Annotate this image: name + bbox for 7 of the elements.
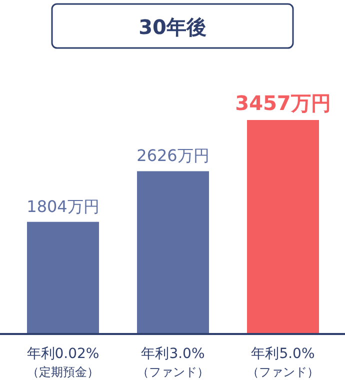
data-label: 2626万円 bbox=[136, 146, 210, 166]
data-label: 1804万円 bbox=[26, 196, 100, 216]
data-label: 3457万円 bbox=[235, 91, 331, 115]
x-tick-label: 年利0.02% （定期預金） bbox=[26, 346, 100, 379]
chart-title: 30年後 bbox=[138, 15, 206, 39]
x-tick-label: 年利3.0% （ファンド） bbox=[137, 346, 209, 379]
x-tick-label: 年利5.0% （ファンド） bbox=[247, 346, 319, 379]
